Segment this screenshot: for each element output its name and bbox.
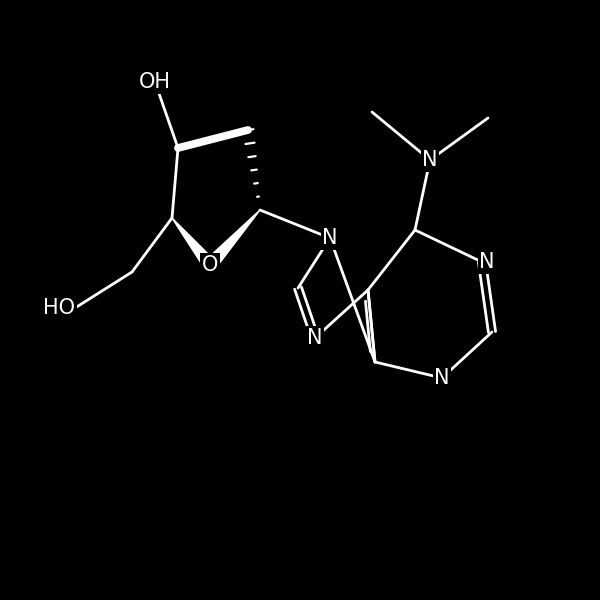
Text: N: N — [322, 228, 338, 248]
Text: O: O — [202, 255, 218, 275]
Text: N: N — [479, 252, 495, 272]
Text: N: N — [307, 328, 323, 348]
Polygon shape — [205, 210, 260, 269]
Polygon shape — [172, 218, 215, 269]
Text: N: N — [434, 368, 450, 388]
Text: N: N — [422, 150, 438, 170]
Text: HO: HO — [43, 298, 75, 318]
Text: OH: OH — [139, 72, 171, 92]
